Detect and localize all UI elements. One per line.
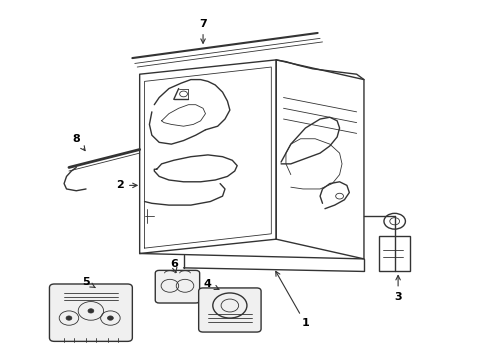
FancyBboxPatch shape (198, 288, 261, 332)
Circle shape (66, 316, 72, 320)
Text: 3: 3 (393, 275, 401, 302)
Text: 5: 5 (82, 277, 95, 288)
Text: 8: 8 (72, 134, 85, 150)
Text: 1: 1 (275, 271, 309, 328)
Text: 4: 4 (203, 279, 219, 289)
Text: 6: 6 (169, 259, 177, 273)
Text: 2: 2 (116, 180, 137, 190)
Circle shape (88, 309, 94, 313)
FancyBboxPatch shape (49, 284, 132, 341)
Text: 7: 7 (199, 19, 206, 43)
FancyBboxPatch shape (155, 270, 199, 303)
Circle shape (107, 316, 113, 320)
